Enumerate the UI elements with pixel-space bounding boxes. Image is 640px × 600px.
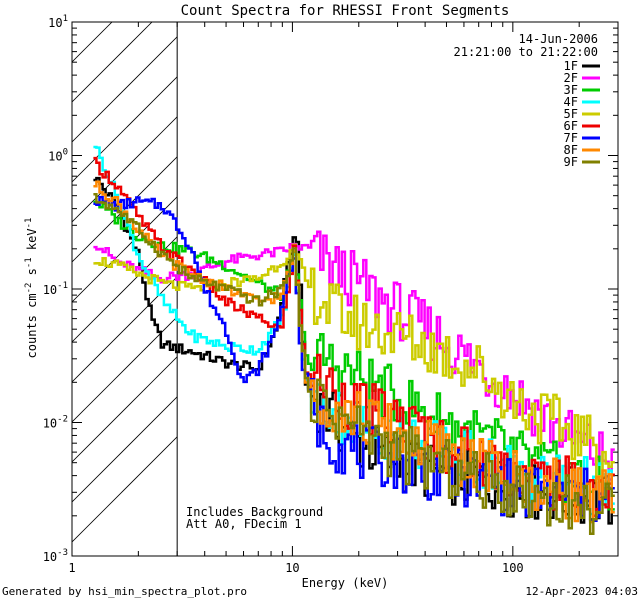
series-line-1F — [93, 176, 615, 525]
hatch-line — [72, 156, 178, 263]
hatch-line — [72, 116, 178, 223]
legend-label-6F: 6F — [564, 119, 578, 133]
legend-label-3F: 3F — [564, 83, 578, 97]
annotation-attenuator: Att A0, FDecim 1 — [186, 517, 302, 531]
footer-timestamp: 12-Apr-2023 04:03 — [525, 585, 638, 598]
y-tick-label: 10-1 — [43, 281, 68, 297]
y-tick-label: 101 — [48, 14, 68, 30]
legend-label-9F: 9F — [564, 155, 578, 169]
hatch-line — [72, 22, 113, 63]
series-group — [93, 145, 615, 535]
legend-label-4F: 4F — [564, 95, 578, 109]
hatch-line — [72, 276, 178, 383]
y-tick-label: 100 — [48, 148, 68, 164]
annotation-background: Includes Background — [186, 505, 323, 519]
series-line-3F — [93, 200, 615, 511]
series-line-8F — [93, 180, 615, 524]
plot-frame — [71, 21, 619, 557]
hatch-line — [72, 76, 178, 183]
legend-label-1F: 1F — [564, 59, 578, 73]
hatch-line — [72, 396, 178, 503]
y-axis-label: counts cm-2 s-1 keV-1 — [24, 218, 39, 359]
x-tick-label: 100 — [502, 561, 524, 575]
date-label: 14-Jun-2006 — [519, 32, 598, 46]
y-tick-label: 10-3 — [43, 548, 68, 564]
hatch-line — [72, 356, 178, 463]
series-line-6F — [93, 156, 615, 518]
legend-label-2F: 2F — [564, 71, 578, 85]
legend-label-7F: 7F — [564, 131, 578, 145]
time-range-label: 21:21:00 to 21:22:00 — [454, 45, 599, 59]
series-line-9F — [93, 193, 615, 535]
legend-label-8F: 8F — [564, 143, 578, 157]
hatch-line — [72, 436, 178, 543]
hatch-line — [72, 196, 178, 303]
x-tick-label: 1 — [68, 561, 75, 575]
series-line-2F — [93, 230, 615, 481]
hatch-line — [72, 36, 178, 143]
chart-title: Count Spectra for RHESSI Front Segments — [181, 3, 510, 19]
x-tick-label: 10 — [285, 561, 299, 575]
hatched-region — [72, 22, 178, 556]
hatch-line — [72, 22, 153, 103]
x-axis-label: Energy (keV) — [302, 576, 389, 590]
y-tick-label: 10-2 — [43, 415, 68, 431]
legend-label-5F: 5F — [564, 107, 578, 121]
series-line-7F — [93, 195, 615, 522]
footer-generated: Generated by hsi_min_spectra_plot.pro — [2, 585, 247, 598]
hatch-line — [72, 22, 73, 23]
series-line-5F — [93, 243, 615, 480]
axes: 1 10 100 10-3 10-2 10-1 100 101 — [43, 14, 619, 575]
